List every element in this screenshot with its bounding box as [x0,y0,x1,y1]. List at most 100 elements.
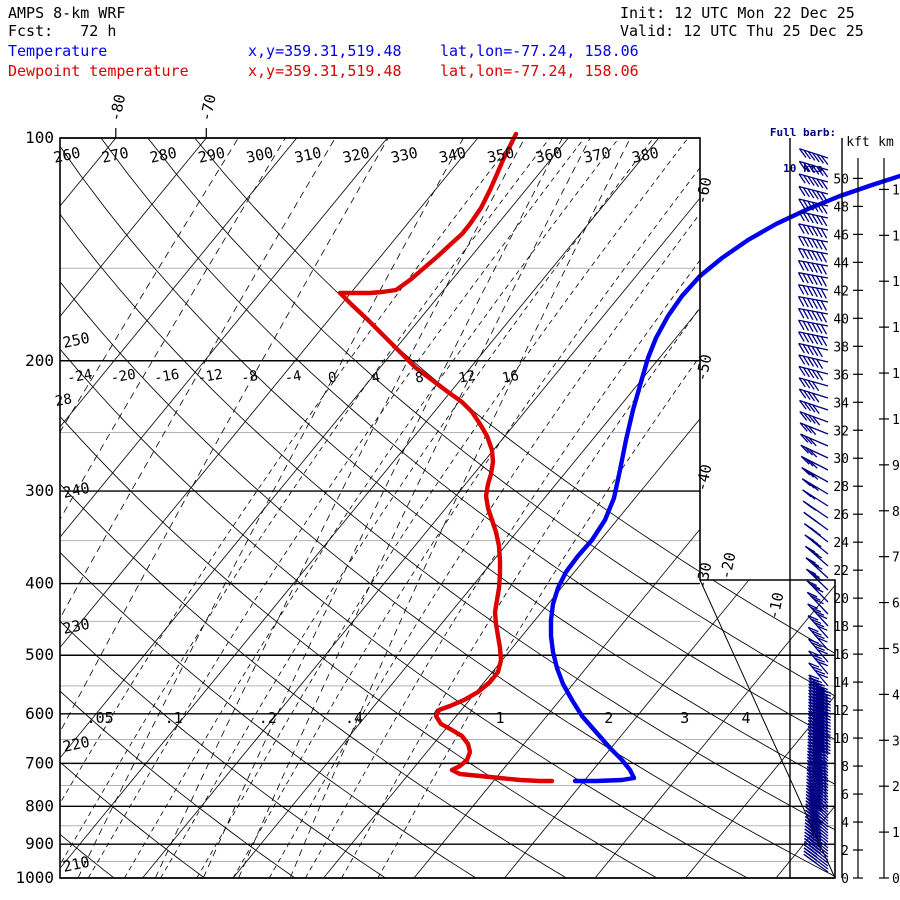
barb-flag [807,856,817,864]
barb-flag [808,560,820,567]
barb-shaft [800,455,829,471]
barb-flag [811,831,822,839]
barb-flag [811,540,822,548]
km-tick-label: 9. [892,459,900,474]
barb-flag [807,200,815,211]
barb-flag [807,213,814,224]
isotherm-right-label: -10 [764,591,787,621]
barb-flag [816,335,823,346]
barb-flag [820,324,828,335]
barb-shaft [805,557,829,579]
barb-flag [814,681,826,687]
wet-bulb-label-28: 28 [54,391,73,410]
barb-flag [808,818,819,826]
theta-top-label: 330 [389,143,419,166]
barb-flag [807,356,815,367]
km-tick-label: 12. [892,321,900,336]
barb-flag [804,815,816,823]
barb-flag [806,503,817,511]
barb-flag [820,691,832,697]
kft-tick-label: 42 [833,284,849,299]
theta-top-label: 260 [52,143,82,166]
barb-flag [803,390,811,400]
barb-flag [811,250,818,261]
moist-adiabat-label: -16 [153,367,181,387]
barb-flag [811,322,819,333]
barb-flag [802,320,810,331]
barb-flag [810,595,821,601]
moist-adiabat-label: 12 [457,368,476,387]
barb-flag [802,367,810,378]
barb-flag [798,223,805,234]
barb-flag [804,458,814,467]
sounding-curves [337,131,900,784]
barb-flag [807,591,818,598]
barb-flag [805,480,815,489]
barb-shaft [800,444,829,459]
barb-flag [809,482,819,492]
barb-flag [802,297,809,308]
barb-flag [817,649,828,655]
km-tick-label: 3. [892,734,900,749]
barb-flag [816,358,824,369]
isotherm-line [685,138,835,878]
dry-adiabat-line [60,138,658,878]
barb-flag [816,625,828,631]
barb-flag [802,236,810,247]
kft-tick-label: 8 [841,760,849,775]
dry-adiabat-line [194,138,835,878]
barb-flag [816,227,823,238]
dry-adiabat-line [60,138,567,878]
kft-tick-label: 44 [833,256,849,271]
barb-flag [807,237,814,248]
dry-adiabat-line [60,138,205,878]
barb-flag [798,160,807,171]
barb-flag [812,152,820,163]
moist-adiabat-line [124,138,620,878]
isopleth-layer [60,138,835,878]
moist-adiabat-line [60,138,551,878]
barb-flag [816,166,824,177]
barb-flag [811,357,819,368]
barb-flag [816,263,823,274]
forecast-hour: Fcst: 72 h [8,22,117,40]
barb-flag [813,610,825,616]
mixing-ratio-label: 2 [604,709,613,727]
isotherm-line [60,138,117,878]
barb-flag [811,630,822,636]
kft-tick-label: 22 [833,564,849,579]
barb-flag [820,688,832,694]
mixing-ratio-label: 1 [496,709,505,727]
barb-flag [820,700,832,706]
km-header: km [878,135,894,150]
kft-tick-label: 34 [833,396,849,411]
barb-flag [820,179,828,190]
barb-flag [807,225,814,236]
barb-flag [807,176,815,186]
km-tick-label: 5. [892,642,900,657]
kft-tick-label: 0 [841,872,849,887]
barb-flag [807,368,815,379]
barb-shaft [799,388,829,399]
barb-legend-line1: Full barb: [769,126,837,139]
barb-flag [802,248,809,260]
temperature-latlon: lat,lon=-77.24, 158.06 [440,42,639,60]
barb-flag [799,400,807,410]
isotherm-line [60,138,479,878]
barb-flag [811,346,819,357]
barb-flag [802,212,810,223]
isotherm-line [60,138,207,878]
moist-adiabat-label: 8 [414,369,425,386]
barb-flag [820,336,828,347]
barb-flag [808,815,819,823]
barb-flag [805,545,816,553]
moist-adiabat-line [305,138,793,878]
theta-left-label: 240 [61,479,91,502]
barb-flag [811,310,818,321]
moist-adiabat-label: 16 [501,368,520,387]
kft-tick-label: 30 [833,452,849,467]
barb-flag [811,551,823,559]
barb-flag [809,583,821,590]
barb-flag [808,425,817,436]
